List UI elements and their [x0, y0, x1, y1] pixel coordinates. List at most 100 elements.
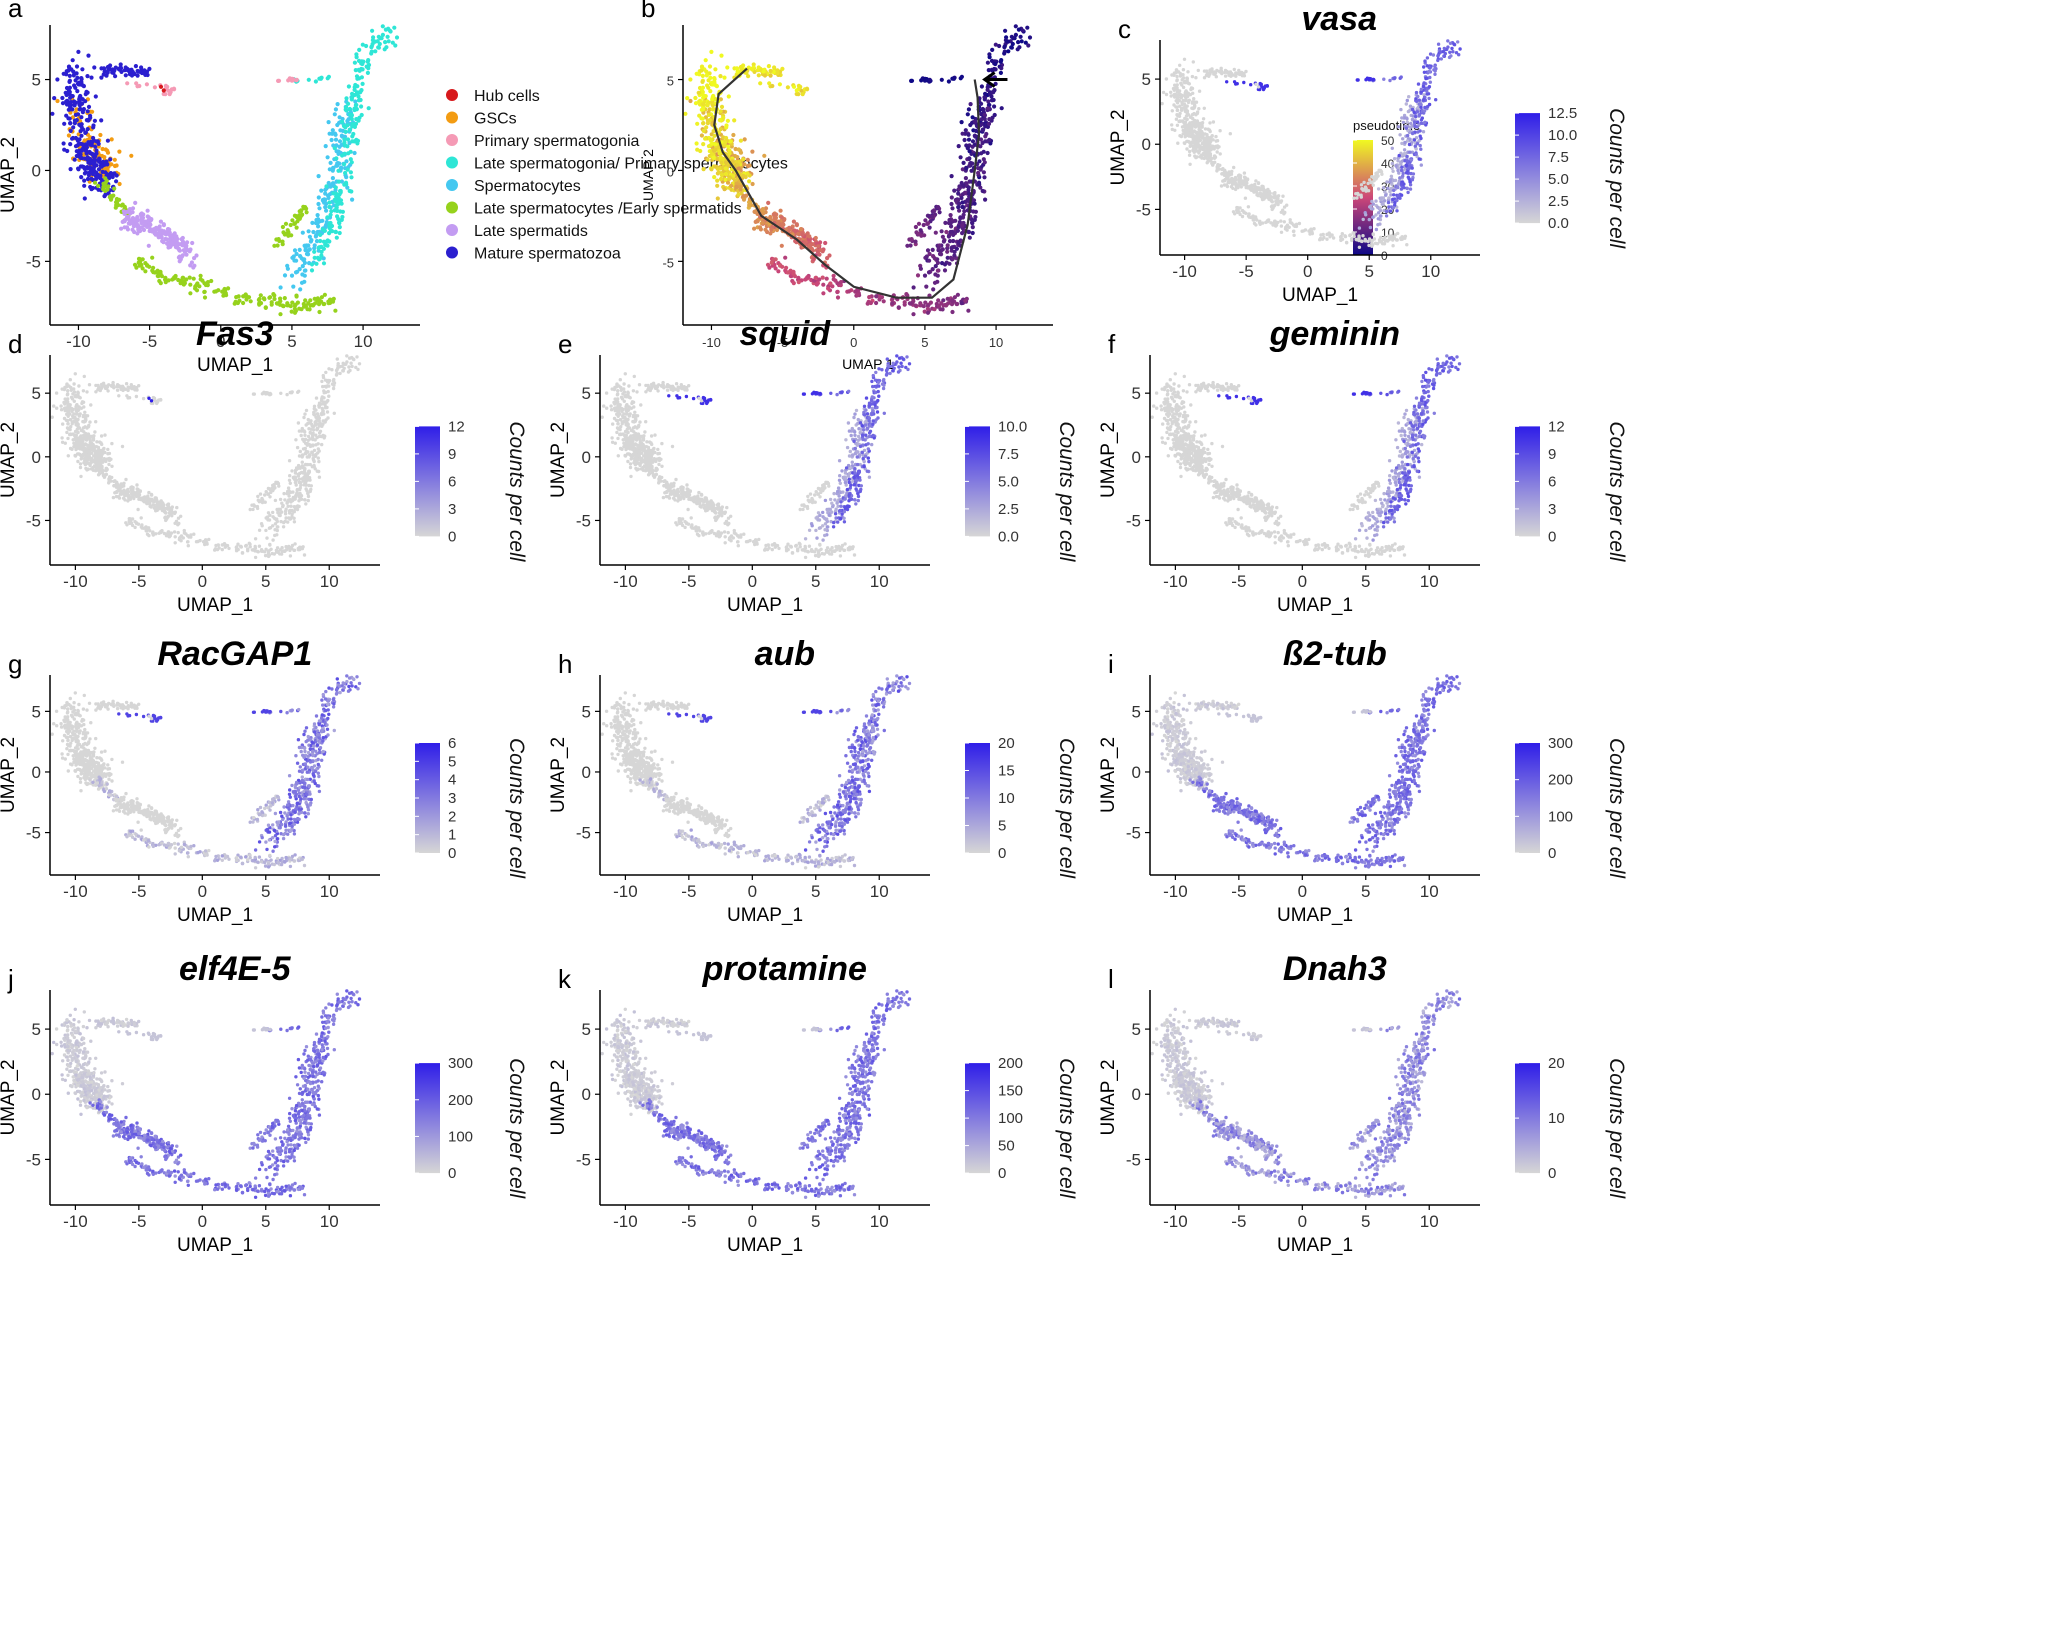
cell-point — [80, 456, 84, 460]
cell-point — [1419, 163, 1424, 167]
cell-point — [1384, 214, 1389, 218]
cell-point — [105, 187, 110, 192]
cell-point — [908, 243, 913, 248]
cell-point — [290, 78, 296, 83]
cell-point — [1396, 159, 1400, 163]
cell-point — [346, 101, 351, 106]
cell-point — [73, 144, 79, 149]
cell-point — [1386, 200, 1391, 205]
cell-point — [908, 301, 913, 306]
cell-point — [806, 275, 811, 280]
cell-point — [68, 378, 73, 382]
cell-point — [99, 434, 104, 438]
cell-point — [1366, 239, 1370, 244]
cell-point — [1170, 123, 1174, 127]
cell-point — [713, 164, 718, 169]
cell-point — [134, 81, 139, 86]
cell-point — [1383, 190, 1387, 194]
cell-point — [312, 296, 317, 301]
cell-point — [1399, 162, 1403, 166]
cell-point — [1380, 202, 1385, 206]
cell-point — [80, 164, 85, 169]
cell-point — [83, 410, 87, 414]
cell-point — [818, 247, 823, 253]
cell-point — [1374, 171, 1378, 176]
cell-point — [337, 225, 342, 230]
cell-point — [707, 64, 713, 69]
cell-point — [333, 229, 338, 235]
cell-point — [340, 209, 345, 214]
cell-point — [972, 217, 977, 222]
cell-point — [1006, 49, 1011, 54]
cell-point — [1391, 236, 1395, 240]
cell-point — [81, 400, 86, 404]
cell-point — [76, 390, 80, 394]
cell-point — [77, 452, 81, 456]
cell-point — [780, 264, 785, 269]
cell-point — [349, 112, 354, 117]
cell-point — [1010, 41, 1015, 47]
cell-point — [1395, 209, 1399, 213]
cell-point — [1404, 171, 1409, 175]
cell-point — [1343, 234, 1347, 238]
cell-point — [74, 64, 80, 69]
cell-point — [1368, 225, 1373, 230]
cell-point — [299, 280, 305, 285]
cell-point — [1182, 57, 1187, 61]
cell-point — [119, 226, 124, 231]
cell-point — [1174, 117, 1179, 121]
cell-point — [1405, 154, 1409, 159]
cell-point — [1401, 171, 1405, 176]
cell-point — [55, 98, 60, 104]
cell-point — [70, 447, 74, 451]
cell-point — [766, 64, 772, 69]
cell-point — [942, 268, 948, 273]
cell-point — [970, 161, 975, 166]
cell-point — [289, 273, 295, 278]
cell-point — [785, 85, 791, 90]
cell-point — [105, 386, 109, 391]
cell-point — [925, 310, 931, 315]
cell-point — [729, 183, 734, 188]
cell-point — [719, 53, 724, 58]
cell-point — [75, 427, 80, 431]
cell-point — [800, 92, 805, 97]
cell-point — [88, 438, 93, 442]
cell-point — [1258, 81, 1262, 86]
cell-point — [701, 128, 706, 133]
cell-point — [110, 464, 114, 468]
cell-point — [767, 265, 772, 270]
cell-point — [302, 268, 307, 273]
cell-point — [1399, 187, 1404, 191]
cell-point — [1400, 116, 1404, 120]
cell-point — [80, 142, 85, 147]
cell-point — [1391, 244, 1395, 248]
cell-point — [50, 415, 54, 419]
cell-point — [924, 284, 929, 289]
cell-point — [821, 291, 826, 296]
cell-point — [1367, 217, 1372, 222]
cell-point — [1197, 125, 1201, 129]
cell-point — [1396, 185, 1400, 190]
cell-point — [86, 449, 91, 453]
cell-point — [112, 157, 117, 162]
cell-point — [700, 65, 705, 70]
panel-title-c: vasa — [1301, 0, 1377, 38]
cell-point — [148, 222, 153, 227]
cell-point — [290, 300, 295, 305]
cell-point — [188, 263, 193, 268]
cell-point — [911, 285, 916, 290]
cell-point — [718, 155, 723, 160]
cell-point — [382, 47, 387, 52]
cell-point — [147, 264, 152, 269]
cell-point — [88, 463, 92, 468]
cell-point — [166, 242, 171, 247]
cell-point — [960, 131, 965, 136]
cell-point — [99, 462, 103, 466]
cell-point — [1208, 72, 1212, 76]
cell-point — [930, 209, 935, 214]
cell-point — [365, 70, 370, 75]
cell-point — [956, 144, 961, 149]
y-tick-label: -5 — [26, 252, 41, 271]
cell-point — [1180, 102, 1185, 107]
